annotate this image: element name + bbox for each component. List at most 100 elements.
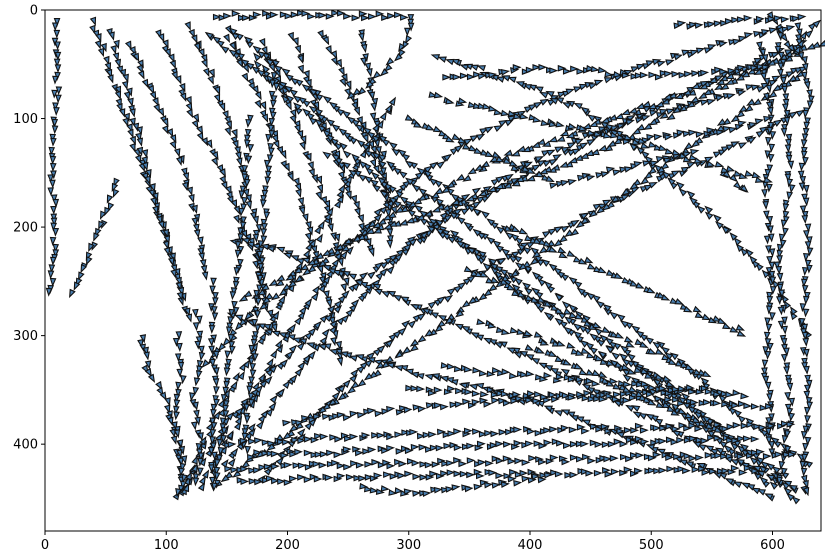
data-point [652, 378, 662, 387]
data-point [139, 334, 147, 344]
data-point [600, 117, 610, 124]
data-point [673, 453, 682, 461]
data-point [512, 390, 522, 398]
x-tick-label: 0 [41, 538, 49, 553]
data-point [678, 188, 688, 197]
data-point [358, 160, 368, 169]
data-point [401, 429, 411, 436]
data-point [110, 45, 117, 55]
data-point [691, 416, 702, 424]
data-point [461, 443, 471, 451]
data-point [312, 285, 320, 295]
data-point [586, 351, 596, 359]
data-point [276, 438, 286, 446]
data-point [549, 426, 559, 433]
data-point [498, 268, 509, 277]
data-point [354, 449, 364, 457]
data-point [321, 402, 331, 411]
data-point [801, 284, 809, 294]
scatter-marks [45, 9, 825, 505]
data-point [634, 467, 643, 475]
data-point [570, 65, 579, 73]
data-point [370, 134, 380, 143]
data-point [639, 71, 649, 79]
data-point [412, 473, 422, 481]
data-point [121, 80, 129, 91]
data-point [460, 325, 471, 333]
data-point [377, 134, 388, 143]
data-point [802, 308, 810, 318]
data-point [495, 457, 505, 465]
data-point [772, 84, 782, 92]
data-point [283, 479, 293, 486]
data-point [716, 467, 726, 475]
data-point [765, 136, 772, 146]
data-point [686, 190, 696, 199]
data-point [359, 361, 369, 370]
data-point [268, 90, 276, 100]
data-point [209, 442, 217, 452]
data-point [573, 102, 583, 110]
data-point [417, 334, 427, 343]
data-point [473, 71, 482, 79]
data-point [232, 469, 242, 478]
data-point [802, 442, 809, 452]
data-point [342, 150, 352, 159]
data-point [724, 72, 735, 80]
data-point [640, 142, 650, 149]
data-point [398, 405, 408, 412]
data-point [391, 148, 401, 157]
data-point [737, 142, 748, 150]
data-point [230, 447, 239, 457]
data-point [759, 476, 769, 485]
data-point [466, 73, 476, 81]
data-point [713, 20, 723, 27]
data-point [209, 428, 217, 439]
data-point [220, 181, 228, 191]
data-point [763, 92, 770, 102]
data-point [671, 106, 681, 114]
data-point [477, 459, 487, 466]
data-point [112, 188, 120, 198]
data-point [795, 109, 806, 118]
data-point [357, 174, 367, 182]
data-point [401, 346, 411, 355]
data-point [787, 160, 795, 170]
data-point [339, 250, 348, 260]
data-point [768, 440, 775, 450]
data-point [580, 212, 590, 220]
data-point [640, 380, 650, 388]
data-point [693, 157, 704, 164]
data-point [144, 175, 151, 185]
data-point [423, 210, 433, 217]
data-point [599, 334, 609, 343]
data-point [506, 283, 516, 291]
data-point [386, 265, 395, 275]
data-point [116, 103, 123, 113]
data-point [660, 389, 670, 397]
data-point [326, 206, 334, 217]
data-point [247, 453, 256, 461]
data-point [314, 451, 324, 458]
data-point [801, 146, 808, 156]
data-point [575, 349, 585, 356]
data-point [804, 240, 812, 251]
data-point [321, 265, 332, 272]
data-point [683, 305, 693, 313]
data-point [371, 432, 380, 439]
data-point [575, 455, 585, 463]
data-point [388, 196, 398, 205]
data-point [761, 54, 769, 64]
data-point [660, 98, 671, 105]
data-point [341, 290, 350, 299]
data-point [328, 101, 338, 110]
data-point [238, 294, 249, 302]
data-point [459, 64, 469, 71]
data-point [640, 367, 650, 375]
data-point [718, 440, 728, 449]
data-point [785, 378, 793, 388]
data-point [339, 351, 349, 358]
data-point [404, 34, 413, 45]
data-point [328, 348, 339, 356]
data-point [363, 485, 374, 493]
